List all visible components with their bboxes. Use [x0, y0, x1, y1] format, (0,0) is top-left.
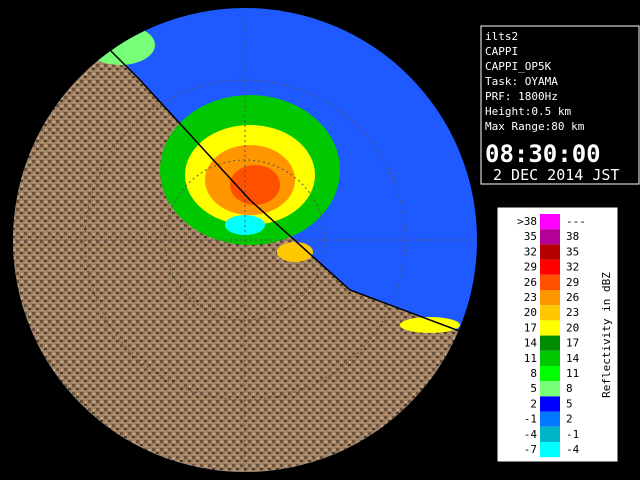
legend-low: 17 [524, 321, 537, 334]
legend-high: -1 [566, 428, 579, 441]
info-panel [480, 25, 640, 185]
range-rings [13, 8, 477, 472]
legend-high: 38 [566, 230, 579, 243]
legend-low: 20 [524, 306, 537, 319]
legend-low: >38 [517, 215, 537, 228]
legend-swatch [540, 259, 560, 275]
legend-low: -1 [524, 413, 537, 426]
echo [277, 242, 313, 262]
legend-swatch [540, 244, 560, 260]
legend-high: 26 [566, 291, 579, 304]
legend-high: 29 [566, 276, 579, 289]
time: 08:30:00 [485, 140, 601, 168]
legend-high: 23 [566, 306, 579, 319]
legend-high: 32 [566, 261, 579, 274]
legend-low: 23 [524, 291, 537, 304]
legend-swatch [540, 442, 560, 458]
legend-swatch [540, 411, 560, 427]
info-line: Max Range:80 km [485, 120, 585, 133]
legend-swatch [540, 320, 560, 336]
info-line: Height:0.5 km [485, 105, 571, 118]
legend-swatch [540, 426, 560, 442]
legend-low: 8 [530, 367, 537, 380]
legend-low: 11 [524, 352, 537, 365]
legend-swatch [540, 305, 560, 321]
legend-high: 11 [566, 367, 579, 380]
legend-low: 32 [524, 245, 537, 258]
coastline [59, 8, 471, 336]
legend-swatch [540, 381, 560, 397]
legend-swatch [540, 274, 560, 290]
legend-high: 20 [566, 321, 579, 334]
legend-low: 26 [524, 276, 537, 289]
legend-title: Reflectivity in dBZ [600, 272, 613, 398]
legend-high: 5 [566, 397, 573, 410]
legend-swatch [540, 229, 560, 245]
legend-low: 35 [524, 230, 537, 243]
legend-high: -4 [566, 443, 580, 456]
legend-swatch [540, 350, 560, 366]
legend-low: 29 [524, 261, 537, 274]
legend-low: 5 [530, 382, 537, 395]
legend-high: 14 [566, 352, 580, 365]
info-line: ilts2 [485, 30, 518, 43]
legend-high: 17 [566, 337, 579, 350]
legend-high: 8 [566, 382, 573, 395]
legend-high: 35 [566, 245, 579, 258]
legend-low: -4 [524, 428, 538, 441]
info-line: Task: OYAMA [485, 75, 558, 88]
info-line: PRF: 1800Hz [485, 90, 558, 103]
legend-swatch [540, 335, 560, 351]
echo [400, 317, 460, 333]
legend-swatch [540, 290, 560, 306]
legend-low: 14 [524, 337, 538, 350]
legend-swatch [540, 214, 560, 230]
legend-low: 2 [530, 397, 537, 410]
echo [230, 165, 280, 205]
legend-swatch [540, 396, 560, 412]
legend-low: -7 [524, 443, 537, 456]
legend-swatch [540, 366, 560, 382]
info-line: CAPPI_OP5K [485, 60, 552, 73]
legend-high: --- [566, 215, 586, 228]
info-line: CAPPI [485, 45, 518, 58]
date: 2 DEC 2014 JST [493, 166, 619, 184]
legend-high: 2 [566, 413, 573, 426]
